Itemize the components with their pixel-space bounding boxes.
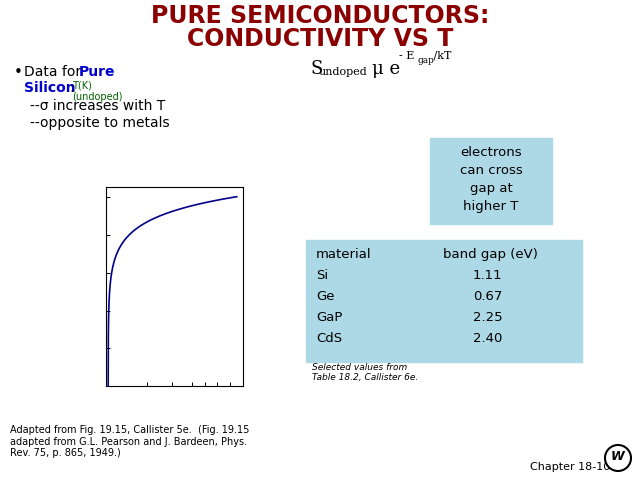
Text: 1.11: 1.11 [473,269,502,282]
Text: GaP: GaP [316,311,342,324]
Text: :: : [69,81,74,95]
Text: --σ increases with T: --σ increases with T [30,99,165,113]
Text: electrons
can cross
gap at
higher T: electrons can cross gap at higher T [460,146,522,213]
Text: Adapted from Fig. 19.15, Callister 5e.  (Fig. 19.15
adapted from G.L. Pearson an: Adapted from Fig. 19.15, Callister 5e. (… [10,425,250,458]
Text: T(K)
(undoped): T(K) (undoped) [72,80,122,102]
Text: 2.40: 2.40 [473,332,502,345]
Text: CdS: CdS [316,332,342,345]
Text: Selected values from
Table 18.2, Callister 6e.: Selected values from Table 18.2, Callist… [312,363,419,383]
Text: S: S [310,60,323,78]
Text: Silicon: Silicon [24,81,76,95]
Text: μ e: μ e [372,60,400,78]
Text: •: • [14,65,23,80]
Text: 0.67: 0.67 [473,290,502,303]
Text: CONDUCTIVITY VS T: CONDUCTIVITY VS T [187,27,453,51]
Text: Si: Si [316,269,328,282]
Text: Ge: Ge [316,290,335,303]
Text: W: W [611,451,625,464]
Text: Pure: Pure [79,65,115,79]
Text: (Ohm·m)⁻¹: (Ohm·m)⁻¹ [106,190,166,200]
Text: --opposite to metals: --opposite to metals [30,116,170,130]
Text: material: material [316,248,372,261]
Text: band gap (eV): band gap (eV) [443,248,538,261]
FancyBboxPatch shape [306,240,582,362]
Text: PURE SEMICONDUCTORS:: PURE SEMICONDUCTORS: [151,4,489,28]
Text: gap: gap [417,56,434,65]
Circle shape [605,445,631,471]
Text: - E: - E [399,51,414,61]
Text: Chapter 18-10: Chapter 18-10 [530,462,611,472]
Text: Data for: Data for [24,65,86,79]
Text: /kT: /kT [430,51,451,61]
FancyBboxPatch shape [430,138,552,224]
Text: undoped: undoped [319,67,368,77]
Text: 2.25: 2.25 [473,311,502,324]
